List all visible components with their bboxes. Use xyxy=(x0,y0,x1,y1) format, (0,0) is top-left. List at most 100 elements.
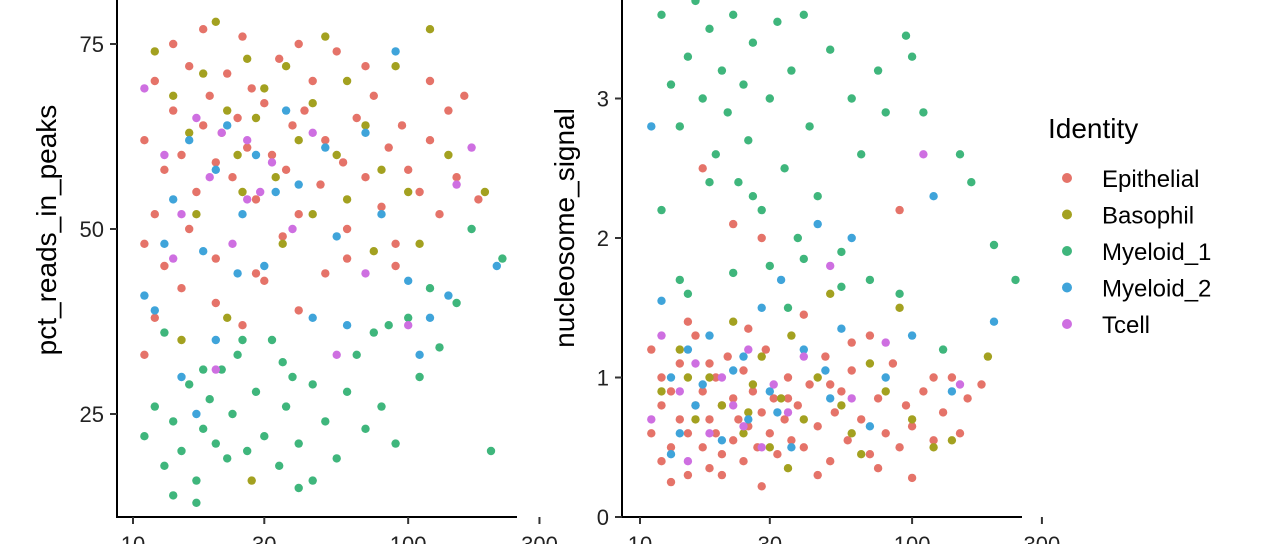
point-epithelial xyxy=(251,269,261,278)
point-tcell xyxy=(881,338,890,347)
point-epithelial xyxy=(260,276,269,285)
point-epithelial xyxy=(865,450,875,459)
point-tcell xyxy=(647,415,656,424)
point-myeloid_2 xyxy=(744,415,753,424)
point-myeloid_1 xyxy=(160,461,169,470)
point-epithelial xyxy=(929,373,938,382)
point-epithelial xyxy=(691,331,700,340)
point-tcell xyxy=(267,158,277,167)
point-tcell xyxy=(691,359,700,368)
point-myeloid_2 xyxy=(361,128,370,137)
point-tcell xyxy=(140,84,149,93)
point-myeloid_1 xyxy=(734,178,743,187)
point-tcell xyxy=(228,239,237,248)
point-epithelial xyxy=(734,415,743,424)
point-epithelial xyxy=(391,261,400,271)
point-epithelial xyxy=(739,457,748,466)
point-myeloid_1 xyxy=(683,289,693,298)
legend-label-tcell: Tcell xyxy=(1102,312,1150,339)
point-myeloid_2 xyxy=(223,121,232,130)
point-epithelial xyxy=(826,380,835,389)
point-basophil xyxy=(480,187,490,197)
point-epithelial xyxy=(748,387,758,396)
point-myeloid_2 xyxy=(865,422,875,431)
point-myeloid_2 xyxy=(657,296,666,305)
point-epithelial xyxy=(821,352,830,361)
point-myeloid_1 xyxy=(748,192,758,201)
point-epithelial xyxy=(211,254,220,263)
point-epithelial xyxy=(873,394,883,403)
point-myeloid_1 xyxy=(826,45,835,54)
point-myeloid_2 xyxy=(332,232,341,241)
point-basophil xyxy=(238,187,247,197)
point-myeloid_1 xyxy=(989,240,999,250)
y-ticks: 0 1 2 3 xyxy=(597,87,622,530)
point-epithelial xyxy=(211,298,220,308)
point-epithelial xyxy=(955,429,965,438)
point-myeloid_1 xyxy=(757,205,766,215)
x-ticks: 10 30 100 300 xyxy=(121,517,558,544)
point-basophil xyxy=(391,61,400,71)
legend-label-myeloid_2: Myeloid_2 xyxy=(1102,276,1211,303)
point-myeloid_1 xyxy=(683,52,693,61)
point-epithelial xyxy=(233,113,242,123)
point-myeloid_1 xyxy=(321,417,330,426)
point-basophil xyxy=(361,121,370,130)
x-tick-label: 30 xyxy=(758,532,782,544)
point-epithelial xyxy=(140,239,149,248)
point-epithelial xyxy=(150,210,159,219)
point-myeloid_1 xyxy=(452,298,461,308)
y-tick-label: 1 xyxy=(597,366,609,391)
point-myeloid_2 xyxy=(492,261,501,271)
legend-key-epithelial xyxy=(1062,173,1072,183)
point-myeloid_1 xyxy=(837,247,846,257)
point-epithelial xyxy=(223,69,232,78)
point-epithelial xyxy=(199,121,208,130)
point-basophil xyxy=(425,25,435,34)
point-tcell xyxy=(404,321,413,330)
point-epithelial xyxy=(150,313,159,322)
point-epithelial xyxy=(338,158,348,167)
point-tcell xyxy=(683,457,693,466)
x-tick-label: 30 xyxy=(252,532,276,544)
point-myeloid_1 xyxy=(793,233,802,243)
point-tcell xyxy=(799,352,808,361)
point-epithelial xyxy=(294,39,303,49)
point-epithelial xyxy=(177,150,186,160)
point-myeloid_2 xyxy=(185,136,194,145)
point-epithelial xyxy=(865,331,875,340)
point-basophil xyxy=(199,69,208,78)
point-myeloid_1 xyxy=(857,150,866,159)
point-tcell xyxy=(847,394,856,403)
point-myeloid_2 xyxy=(211,335,220,345)
point-basophil xyxy=(787,331,796,340)
point-epithelial xyxy=(435,210,444,219)
point-tcell xyxy=(217,128,226,137)
point-epithelial xyxy=(847,338,856,347)
point-epithelial xyxy=(415,187,424,197)
point-myeloid_1 xyxy=(881,108,890,117)
point-tcell xyxy=(826,261,835,271)
point-epithelial xyxy=(857,415,866,424)
point-myeloid_1 xyxy=(205,395,214,404)
point-myeloid_1 xyxy=(391,439,400,448)
point-basophil xyxy=(837,401,846,410)
point-myeloid_2 xyxy=(989,317,999,326)
point-myeloid_2 xyxy=(666,450,676,459)
point-myeloid_2 xyxy=(826,394,835,403)
point-myeloid_1 xyxy=(384,321,393,330)
point-epithelial xyxy=(739,366,748,375)
y-tick-label: 50 xyxy=(80,217,104,242)
point-epithelial xyxy=(799,310,808,319)
point-epithelial xyxy=(698,387,707,396)
point-epithelial xyxy=(901,401,911,410)
point-epithelial xyxy=(698,164,707,173)
point-basophil xyxy=(783,464,793,473)
point-epithelial xyxy=(773,450,782,459)
point-tcell xyxy=(361,269,370,278)
point-basophil xyxy=(847,429,856,438)
point-myeloid_1 xyxy=(192,498,201,507)
point-myeloid_1 xyxy=(251,387,261,396)
point-epithelial xyxy=(919,387,928,396)
point-myeloid_1 xyxy=(260,432,269,441)
